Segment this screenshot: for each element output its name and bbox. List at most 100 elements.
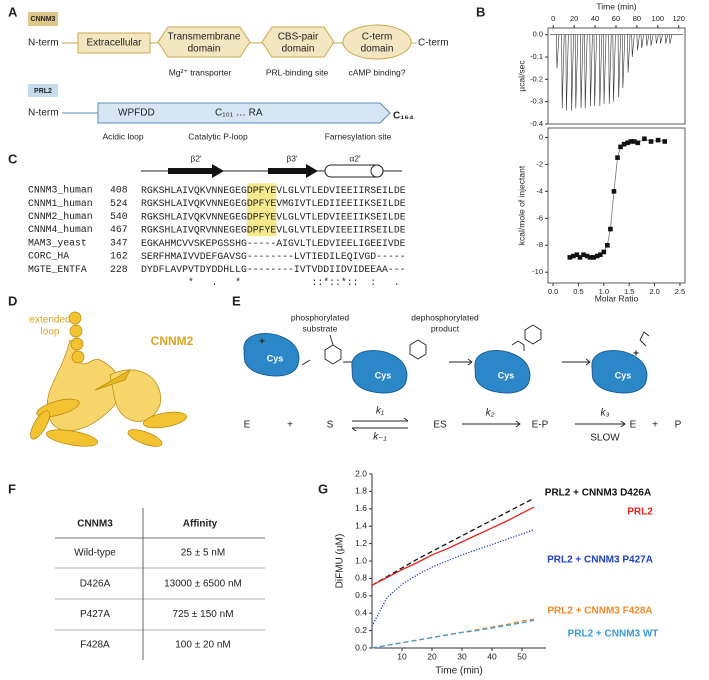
enzyme-blob — [474, 350, 531, 394]
sequence-start: 408 — [110, 185, 128, 196]
x-tick-label: 10 — [397, 651, 407, 661]
panel-a-shapes — [28, 12, 416, 124]
enzyme-label: Cys — [375, 370, 392, 380]
phosphate — [639, 331, 650, 347]
domain-box — [261, 26, 335, 58]
legend-label: PRL2 + CNNM3 P427A — [547, 555, 653, 566]
sequence-part: RGKSHLAIVQKVNNEGEG — [141, 185, 247, 196]
sequence: EGKAHMCVVSKEPGSSHG-----AIGVLTLEDVIEELIGE… — [141, 237, 406, 248]
panel-f-lines — [55, 508, 265, 660]
domain-label: domain — [188, 44, 221, 55]
y-tick-label: 0.8 — [355, 573, 367, 583]
panel-d-protein — [30, 311, 188, 447]
injection-peak — [669, 34, 673, 44]
y-tick-label: 0 — [539, 132, 543, 141]
sequence: RGKSHLAIVQKVNNEGEGDPFYEVMGIVTLEDIIEEIIKS… — [141, 198, 406, 209]
injection-peak — [655, 34, 659, 44]
injection-peak — [617, 34, 621, 98]
series-line — [371, 497, 535, 586]
enzyme-label: Cys — [615, 370, 632, 380]
domain-label: Transmembrane — [168, 32, 241, 43]
terminus: C-term — [418, 38, 449, 49]
point — [631, 139, 637, 144]
note: Mg²⁺ transporter — [169, 67, 232, 77]
injection-peak — [598, 34, 603, 107]
structure-label: β2' — [190, 153, 202, 163]
x-tick-label: 2.0 — [649, 287, 659, 296]
scheme-item: E — [244, 420, 251, 431]
enzyme-label: Cys — [498, 370, 515, 380]
rate-constant: k₋₁ — [373, 432, 386, 443]
x-tick-label: 20 — [570, 14, 578, 23]
injection-peak — [580, 34, 584, 109]
structure-label: α2' — [349, 153, 361, 163]
sequence-part: DYDFLAVPVTDYDDHLLG--------IVTVDDIIDVIDEE… — [141, 264, 406, 275]
panel-letter: C — [8, 151, 18, 166]
scheme-item: ES — [433, 420, 447, 431]
sequence: RGKSHLAIVQRVNNEGEGDPFYEVLGLVTLEDVIEEIIRS… — [141, 224, 406, 235]
rate-note: SLOW — [590, 433, 620, 444]
y-tick-label: -0.1 — [530, 52, 543, 61]
injection-peak — [659, 34, 663, 44]
tag: CNNM3 — [31, 16, 56, 23]
y-tick-label: 0.0 — [533, 30, 543, 39]
substrate-label: phosphorylated — [291, 312, 349, 322]
domain-box — [342, 24, 412, 60]
x-tick-label: 40 — [591, 14, 599, 23]
injection-peak — [627, 34, 631, 73]
injection-peak — [612, 34, 616, 102]
x-tick-label: 40 — [487, 651, 497, 661]
y-tick-label: -0.3 — [530, 97, 543, 106]
point — [571, 253, 576, 259]
sequence-name: CNNM1_human — [28, 198, 93, 209]
sequence-name: CNNM3_human — [28, 185, 93, 196]
point — [594, 253, 600, 259]
motif: WPFDD — [118, 108, 155, 119]
point — [618, 144, 623, 150]
injection-peak — [570, 34, 574, 111]
sequence-name: MAM3_yeast — [28, 237, 87, 248]
sequence-start: 228 — [110, 264, 128, 275]
y-tick-label: 0.4 — [355, 607, 367, 617]
helix — [370, 164, 384, 178]
tag: PRL2 — [34, 88, 52, 95]
panel-letter: F — [8, 481, 16, 496]
point — [611, 189, 617, 194]
table-cell: 725 ± 150 nM — [172, 609, 233, 620]
domain-label: domain — [361, 44, 394, 55]
domain-box — [97, 102, 391, 124]
injection-peak — [565, 34, 569, 111]
panel-letter: A — [8, 4, 18, 19]
y-axis-title: µcal/sec — [516, 60, 526, 92]
x-tick-label: 100 — [652, 14, 665, 23]
point — [587, 255, 593, 260]
table-cell: 13000 ± 6500 nM — [164, 578, 242, 589]
x-tick-label: 20 — [427, 651, 437, 661]
scheme-item: E-P — [532, 420, 549, 431]
injection-peak — [631, 34, 635, 58]
product-label: product — [431, 323, 460, 333]
x-tick-label: 30 — [457, 651, 467, 661]
domain-label: C-term — [362, 32, 393, 43]
injection-peak — [608, 34, 612, 104]
injection-peak — [556, 34, 560, 69]
highlight — [246, 209, 277, 223]
injection-peak — [593, 34, 597, 107]
x-tick-label: 50 — [517, 651, 527, 661]
product-label: dephosphorylated — [411, 312, 479, 322]
table-cell: 25 ± 5 nM — [181, 548, 225, 559]
sequence-start: 540 — [110, 211, 128, 222]
enzyme-label: Cys — [267, 353, 284, 363]
sequence-name: CNNM2_human — [28, 211, 93, 222]
sequence-start: 524 — [110, 198, 128, 209]
injection-peak — [574, 34, 579, 109]
x-axis-title: Time (min) — [596, 1, 636, 11]
sequence-part: DPFYE — [247, 224, 277, 235]
domain-box — [157, 26, 251, 58]
scheme-item: S — [327, 420, 334, 431]
rate-constant: k₃ — [601, 408, 610, 419]
point — [642, 136, 647, 142]
injection-peak — [561, 34, 565, 109]
point — [584, 253, 590, 259]
